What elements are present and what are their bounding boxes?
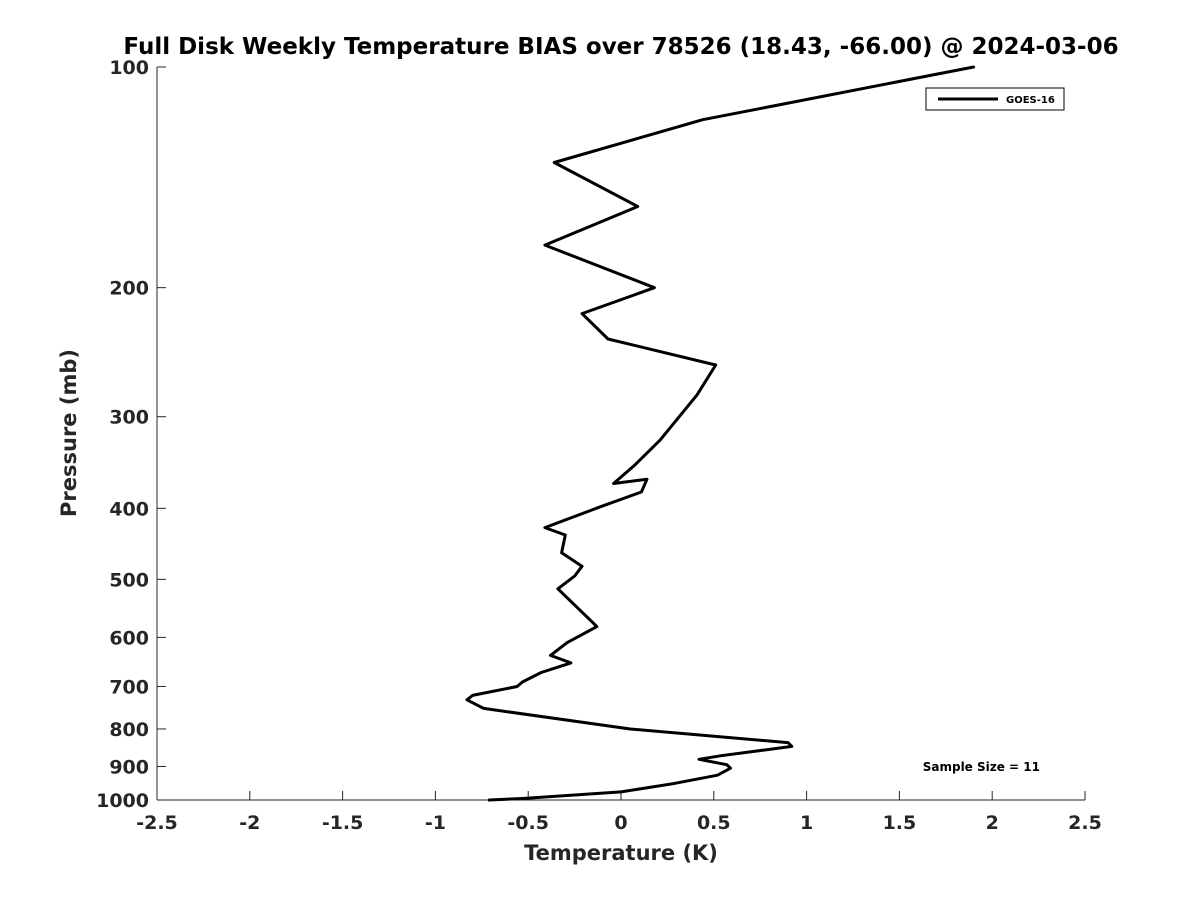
x-tick-label: 2.5: [1068, 812, 1102, 834]
y-tick-label: 700: [109, 676, 149, 698]
x-tick-label: -0.5: [507, 812, 549, 834]
x-tick-label: -2: [239, 812, 260, 834]
x-axis-label: Temperature (K): [524, 841, 718, 865]
y-tick-label: 200: [109, 278, 149, 300]
series-line-goes-16: [465, 65, 976, 802]
sample-size-annotation: Sample Size = 11: [923, 760, 1040, 774]
x-tick-label: 1.5: [883, 812, 917, 834]
x-tick-label: -1: [425, 812, 446, 834]
plot-area: -2.5 -2 -1.5 -1 -0.5 0 0.5 1 1.5 2 2.5 100 200 300 400…: [96, 57, 1102, 834]
x-tick-label: 0: [614, 812, 627, 834]
y-tick-label: 800: [109, 719, 149, 741]
x-tick-label: 2: [986, 812, 999, 834]
x-tick-label: 0.5: [697, 812, 731, 834]
y-tick-label: 900: [109, 756, 149, 778]
x-tick-label: 1: [800, 812, 813, 834]
x-tick-label: -2.5: [136, 812, 178, 834]
y-tick-label: 300: [109, 407, 149, 429]
y-axis-label: Pressure (mb): [57, 349, 81, 517]
y-tick-label: 400: [109, 498, 149, 520]
legend: GOES-16: [925, 87, 1065, 111]
y-tick-label: 1000: [96, 790, 149, 812]
chart-title: Full Disk Weekly Temperature BIAS over 7…: [123, 34, 1118, 60]
y-tick-label: 100: [109, 57, 149, 79]
y-tick-label: 500: [109, 569, 149, 591]
legend-label-goes-16: GOES-16: [1006, 95, 1055, 106]
x-tick-label: -1.5: [322, 812, 364, 834]
y-tick-label: 600: [109, 627, 149, 649]
